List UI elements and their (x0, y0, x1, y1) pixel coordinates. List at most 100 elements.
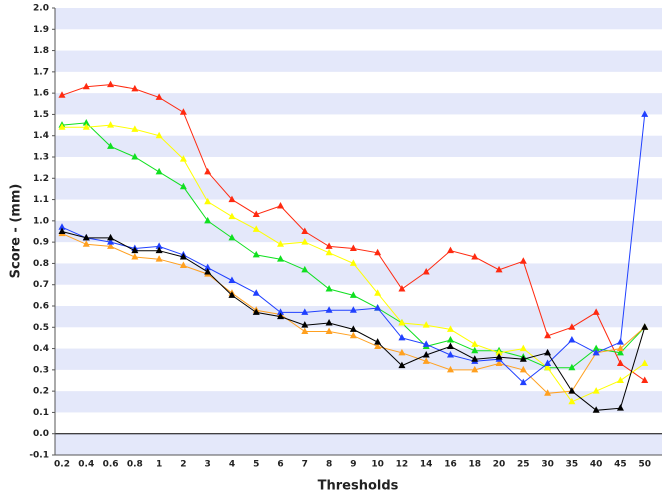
point-marker (155, 167, 163, 175)
point-marker (204, 197, 212, 205)
point-marker (641, 323, 649, 330)
point-marker (179, 253, 187, 260)
point-marker (155, 131, 163, 139)
y-tick-label: 1.8 (33, 46, 49, 56)
point-marker (422, 340, 430, 347)
x-tick-label: 0.6 (103, 460, 119, 470)
point-marker (616, 338, 624, 345)
x-tick-label: 3 (205, 460, 211, 470)
point-marker (592, 387, 600, 394)
point-marker (349, 306, 357, 313)
point-marker (228, 212, 236, 220)
point-marker (398, 333, 406, 341)
point-marker (495, 359, 503, 366)
point-marker (446, 336, 454, 343)
x-tick-label: 6 (277, 460, 283, 470)
point-marker (58, 227, 66, 234)
x-tick-label: 45 (614, 460, 627, 470)
point-marker (471, 340, 479, 347)
point-marker (301, 308, 309, 315)
point-marker (616, 344, 624, 352)
band (55, 50, 662, 72)
point-marker (179, 108, 187, 115)
x-tick-label: 14 (420, 460, 433, 470)
y-tick-label: 1.7 (33, 67, 49, 77)
point-marker (446, 342, 454, 349)
point-marker (252, 308, 260, 315)
point-marker (252, 250, 260, 258)
x-tick-label: 25 (517, 460, 530, 470)
band (55, 433, 662, 455)
band (55, 8, 662, 30)
point-marker (301, 238, 309, 245)
point-marker (131, 84, 139, 92)
point-marker (592, 348, 600, 356)
point-marker (568, 363, 576, 371)
point-marker (544, 359, 552, 366)
point-marker (179, 155, 187, 162)
point-marker (82, 233, 90, 241)
point-marker (519, 365, 527, 373)
point-marker (641, 376, 649, 383)
x-tick-label: 0.2 (54, 460, 70, 470)
x-tick-label: 40 (590, 460, 603, 470)
y-tick-label: 2.0 (33, 4, 49, 14)
point-marker (495, 348, 503, 356)
point-marker (301, 227, 309, 234)
x-axis-label: Thresholds (318, 479, 399, 494)
y-tick-label: 0.3 (33, 365, 49, 375)
point-marker (616, 404, 624, 411)
point-marker (58, 91, 66, 98)
point-marker (277, 255, 285, 262)
point-marker (519, 378, 527, 386)
point-marker (228, 276, 236, 283)
point-marker (204, 263, 212, 271)
point-marker (349, 291, 357, 298)
y-tick-label: 0.4 (33, 344, 49, 354)
y-tick-label: 1.3 (33, 153, 49, 163)
point-marker (131, 153, 139, 160)
y-tick-label: 1.4 (33, 131, 49, 141)
x-tick-label: 50 (638, 460, 651, 470)
point-marker (592, 308, 600, 315)
x-tick-label: 2 (180, 460, 186, 470)
point-marker (131, 125, 139, 132)
band (55, 263, 662, 285)
point-marker (616, 348, 624, 356)
point-marker (592, 406, 600, 413)
point-marker (446, 365, 454, 373)
point-marker (568, 397, 576, 405)
point-marker (374, 342, 382, 349)
point-marker (616, 376, 624, 383)
y-tick-label: 0.5 (33, 323, 49, 333)
point-marker (107, 242, 115, 249)
point-marker (155, 242, 163, 249)
y-tick-label: 0.8 (33, 259, 49, 269)
point-marker (519, 257, 527, 264)
point-marker (446, 350, 454, 358)
point-marker (228, 195, 236, 203)
point-marker (422, 350, 430, 358)
point-marker (349, 244, 357, 252)
x-tick-label: 4 (229, 460, 235, 470)
point-marker (374, 304, 382, 311)
x-tick-label: 35 (566, 460, 579, 470)
point-marker (544, 331, 552, 339)
point-marker (107, 238, 115, 245)
point-marker (155, 246, 163, 254)
point-marker (228, 233, 236, 241)
point-marker (204, 216, 212, 224)
x-tick-label: 0.4 (78, 460, 94, 470)
point-marker (374, 289, 382, 296)
point-marker (519, 355, 527, 362)
y-tick-label: 0.9 (33, 238, 49, 248)
point-marker (349, 259, 357, 266)
point-marker (519, 344, 527, 352)
band (55, 93, 662, 115)
point-marker (544, 348, 552, 356)
point-marker (544, 389, 552, 396)
point-marker (568, 387, 576, 394)
point-marker (325, 248, 333, 256)
point-marker (131, 253, 139, 260)
band (55, 135, 662, 157)
